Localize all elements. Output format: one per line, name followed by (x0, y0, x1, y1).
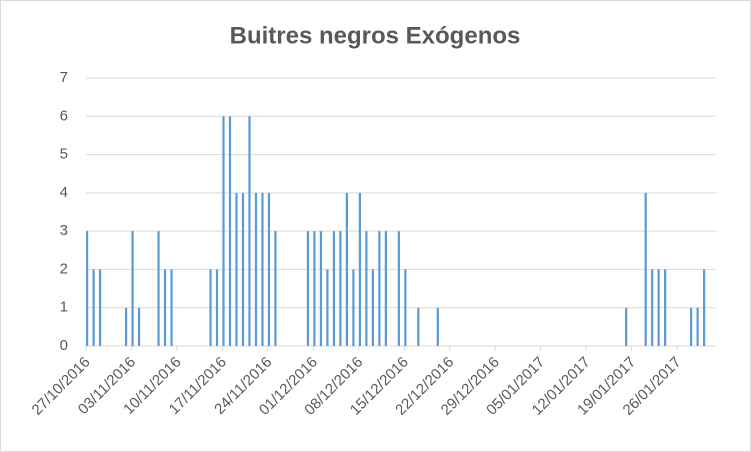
bar (365, 231, 368, 346)
y-tick-label: 5 (60, 146, 68, 163)
bar (352, 269, 355, 346)
bar (358, 192, 361, 346)
bar (98, 269, 102, 346)
y-tick-label: 6 (60, 107, 68, 124)
bar (703, 269, 706, 346)
y-tick-label: 0 (60, 337, 68, 354)
bar (163, 269, 167, 346)
bar (241, 192, 245, 346)
bar (657, 269, 660, 346)
bar (690, 307, 693, 346)
bar (664, 269, 667, 346)
bar (215, 269, 219, 346)
bar (86, 231, 89, 346)
bar (92, 269, 95, 346)
bar (274, 231, 277, 346)
bar (235, 192, 238, 346)
chart-title: Buitres negros Exógenos (230, 22, 521, 49)
bar (371, 269, 374, 346)
bar (131, 231, 134, 346)
bar (404, 269, 407, 346)
bar (157, 231, 160, 346)
bar (332, 231, 336, 346)
bar (306, 231, 310, 346)
y-tick-label: 7 (60, 69, 68, 86)
bar (339, 231, 342, 346)
bar (228, 116, 232, 347)
bar (319, 231, 323, 346)
bar (644, 192, 647, 346)
y-tick-label: 2 (60, 260, 68, 277)
bar (326, 269, 329, 346)
bar (417, 307, 420, 346)
bar (267, 192, 271, 346)
bar (209, 269, 212, 346)
y-tick-label: 1 (60, 299, 68, 316)
bar (625, 307, 628, 346)
bar (313, 231, 316, 346)
bar (124, 307, 128, 346)
bar (137, 307, 141, 346)
y-tick-label: 3 (60, 222, 68, 239)
bar (651, 269, 654, 346)
y-tick-label: 4 (60, 184, 68, 201)
bar (222, 116, 225, 347)
bar (696, 307, 699, 346)
bar (397, 231, 400, 346)
bar (436, 307, 439, 346)
bar (384, 231, 387, 346)
bar (254, 192, 258, 346)
bar (248, 116, 251, 347)
bar (345, 192, 348, 346)
bar (170, 269, 173, 346)
bar (378, 231, 381, 346)
bar (261, 192, 264, 346)
